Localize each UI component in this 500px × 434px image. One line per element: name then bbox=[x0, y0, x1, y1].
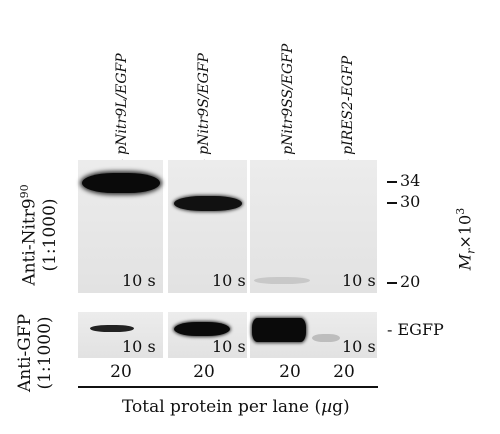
band-30kda bbox=[174, 196, 242, 211]
exposure-label: 10 s bbox=[212, 337, 246, 356]
top-blot-panel-1: 10 s bbox=[78, 160, 163, 293]
marker-34: 34 bbox=[400, 171, 421, 190]
anti-gfp-label: Anti-GFP (1:1000) bbox=[15, 313, 55, 393]
exposure-label: 10 s bbox=[342, 271, 376, 290]
exposure-label: 10 s bbox=[122, 271, 156, 290]
exposure-label: 10 s bbox=[212, 271, 246, 290]
marker-tick-34 bbox=[387, 181, 397, 183]
band-34kda bbox=[82, 173, 160, 193]
bottom-blot-panel-1: 10 s bbox=[78, 312, 163, 358]
lane-label-1: - pNitr9L/EGFP bbox=[114, 53, 130, 164]
lane-label-2: - pNitr9S/EGFP bbox=[196, 53, 212, 164]
footer-rule bbox=[78, 386, 378, 388]
lane-label-4: - pIRES2-EGFP bbox=[340, 55, 356, 164]
footer-label: Total protein per lane (µg) bbox=[122, 397, 350, 417]
mw-axis-label: Mr×103 bbox=[454, 207, 478, 271]
bottom-blot-panel-3: 10 s bbox=[250, 312, 377, 358]
gfp-band-1 bbox=[90, 325, 134, 332]
marker-tick-20 bbox=[387, 282, 397, 284]
exposure-label: 10 s bbox=[122, 337, 156, 356]
gfp-band-4-faint bbox=[312, 334, 340, 342]
bottom-blot-panel-2: 10 s bbox=[168, 312, 247, 358]
marker-20: 20 bbox=[400, 272, 421, 291]
protein-amount-3: 20 bbox=[279, 362, 301, 382]
anti-nitr9-label: Anti-Nitr990 (1:1000) bbox=[18, 184, 60, 286]
marker-30: 30 bbox=[400, 192, 421, 211]
protein-amount-2: 20 bbox=[193, 362, 215, 382]
gfp-band-3 bbox=[252, 318, 306, 342]
top-blot-panel-3: 10 s bbox=[250, 160, 377, 293]
exposure-label: 10 s bbox=[342, 337, 376, 356]
band-20kda-faint bbox=[254, 277, 310, 284]
lane-label-3: - pNitr9SS/EGFP bbox=[280, 43, 296, 164]
protein-amount-4: 20 bbox=[333, 362, 355, 382]
gfp-band-2 bbox=[174, 322, 230, 336]
egfp-marker: - EGFP bbox=[387, 320, 444, 339]
top-blot-panel-2: 10 s bbox=[168, 160, 247, 293]
marker-tick-30 bbox=[387, 202, 397, 204]
protein-amount-1: 20 bbox=[110, 362, 132, 382]
